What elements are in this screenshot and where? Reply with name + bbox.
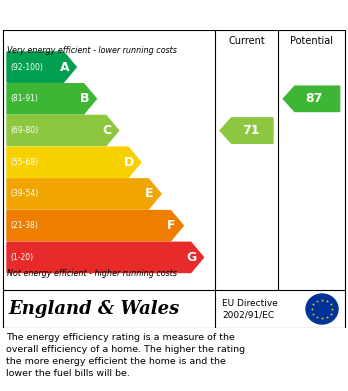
Text: G: G [187, 251, 197, 264]
Text: B: B [80, 92, 89, 105]
Text: A: A [60, 61, 69, 74]
Ellipse shape [306, 294, 338, 324]
Polygon shape [7, 242, 204, 273]
Text: EU Directive: EU Directive [222, 298, 278, 307]
Text: 71: 71 [242, 124, 259, 137]
Text: (21-38): (21-38) [10, 221, 38, 230]
Text: D: D [124, 156, 134, 169]
Text: Not energy efficient - higher running costs: Not energy efficient - higher running co… [7, 269, 177, 278]
Polygon shape [7, 147, 141, 178]
Text: The energy efficiency rating is a measure of the
overall efficiency of a home. T: The energy efficiency rating is a measur… [6, 333, 245, 378]
Text: F: F [167, 219, 176, 232]
Polygon shape [7, 179, 161, 209]
Polygon shape [220, 118, 273, 143]
Polygon shape [7, 52, 76, 82]
Text: Current: Current [228, 36, 265, 46]
Text: (92-100): (92-100) [10, 63, 43, 72]
Text: C: C [102, 124, 112, 137]
Text: (69-80): (69-80) [10, 126, 38, 135]
Polygon shape [7, 211, 183, 241]
Text: England & Wales: England & Wales [8, 300, 179, 318]
Text: (1-20): (1-20) [10, 253, 33, 262]
Text: 87: 87 [306, 92, 323, 105]
Text: (39-54): (39-54) [10, 190, 38, 199]
Polygon shape [283, 86, 340, 111]
Text: (81-91): (81-91) [10, 94, 38, 103]
Text: E: E [145, 187, 154, 201]
Text: Potential: Potential [290, 36, 333, 46]
Text: 2002/91/EC: 2002/91/EC [222, 310, 274, 319]
Polygon shape [7, 115, 119, 145]
Text: Very energy efficient - lower running costs: Very energy efficient - lower running co… [7, 46, 177, 55]
Text: (55-68): (55-68) [10, 158, 38, 167]
Text: Energy Efficiency Rating: Energy Efficiency Rating [9, 7, 211, 23]
Polygon shape [7, 84, 96, 114]
